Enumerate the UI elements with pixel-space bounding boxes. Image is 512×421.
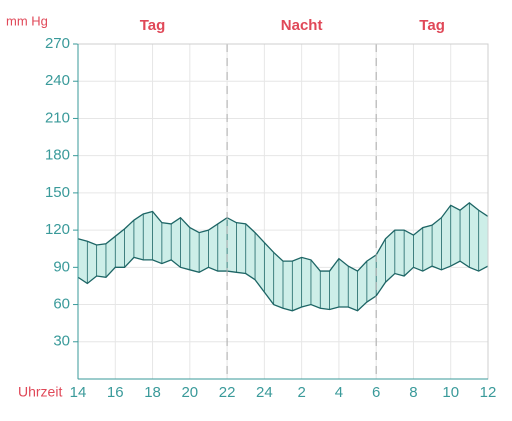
y-tick-label: 210 [45, 109, 70, 126]
x-tick-label: 6 [372, 384, 380, 401]
series-line [77, 201, 489, 272]
y-tick-label: 150 [45, 184, 70, 201]
x-tick-label: 20 [181, 384, 198, 401]
series-line [77, 256, 489, 312]
y-tick-label: 30 [53, 333, 70, 350]
y-tick-label: 270 [45, 35, 70, 52]
y-tick-label: 240 [45, 72, 70, 89]
x-tick-label: 4 [335, 384, 343, 401]
y-tick-label: 180 [45, 147, 70, 164]
x-tick-label: 14 [70, 384, 87, 401]
x-axis-label: Uhrzeit [18, 384, 62, 400]
x-tick-label: 18 [144, 384, 161, 401]
x-tick-label: 24 [256, 384, 273, 401]
period-label: Nacht [281, 17, 323, 34]
x-tick-label: 2 [297, 384, 305, 401]
y-axis-label: mm Hg [6, 13, 48, 28]
y-tick-label: 90 [53, 258, 70, 275]
period-label: Tag [140, 17, 166, 34]
x-tick-label: 22 [219, 384, 236, 401]
x-tick-label: 10 [442, 384, 459, 401]
period-label: Tag [419, 17, 445, 34]
y-tick-label: 60 [53, 296, 70, 313]
x-tick-label: 16 [107, 384, 124, 401]
x-tick-label: 8 [409, 384, 417, 401]
x-tick-label: 12 [480, 384, 497, 401]
y-tick-label: 120 [45, 221, 70, 238]
